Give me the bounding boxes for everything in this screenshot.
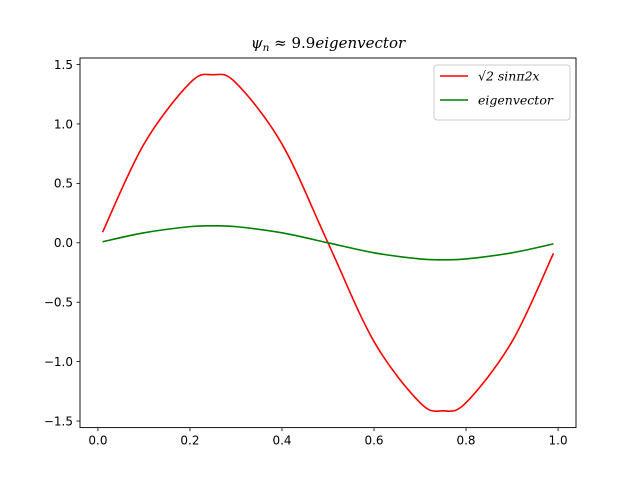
series-layer xyxy=(101,73,555,413)
y-tick-label: 1.5 xyxy=(54,58,73,72)
legend: √2 sinπ2x eigenvector xyxy=(433,64,571,121)
series-line-eigenvector xyxy=(102,224,554,261)
x-tick-label: 0.4 xyxy=(272,434,291,448)
y-tick-label: −1.5 xyxy=(44,414,73,428)
x-tick-label: 0.0 xyxy=(88,434,107,448)
y-tick-label: −0.5 xyxy=(44,296,73,310)
x-tick-label: 0.8 xyxy=(456,434,475,448)
y-tick-label: 0.0 xyxy=(54,236,73,250)
x-tick-label: 0.6 xyxy=(364,434,383,448)
y-tick-label: 0.5 xyxy=(54,177,73,191)
y-tick-label: −1.0 xyxy=(44,355,73,369)
x-axis: 0.0 0.2 0.4 0.6 0.8 1.0 xyxy=(88,427,568,448)
legend-label: eigenvector xyxy=(478,93,554,108)
x-tick-label: 1.0 xyxy=(549,434,568,448)
y-tick-label: 1.0 xyxy=(54,117,73,131)
legend-frame xyxy=(433,64,571,121)
y-axis: 1.5 1.0 0.5 0.0 −0.5 −1.0 −1.5 xyxy=(44,58,80,428)
chart-title: ψn ≈ 9.9eigenvector xyxy=(251,34,406,54)
legend-label: √2 sinπ2x xyxy=(478,69,540,84)
x-tick-label: 0.2 xyxy=(180,434,199,448)
